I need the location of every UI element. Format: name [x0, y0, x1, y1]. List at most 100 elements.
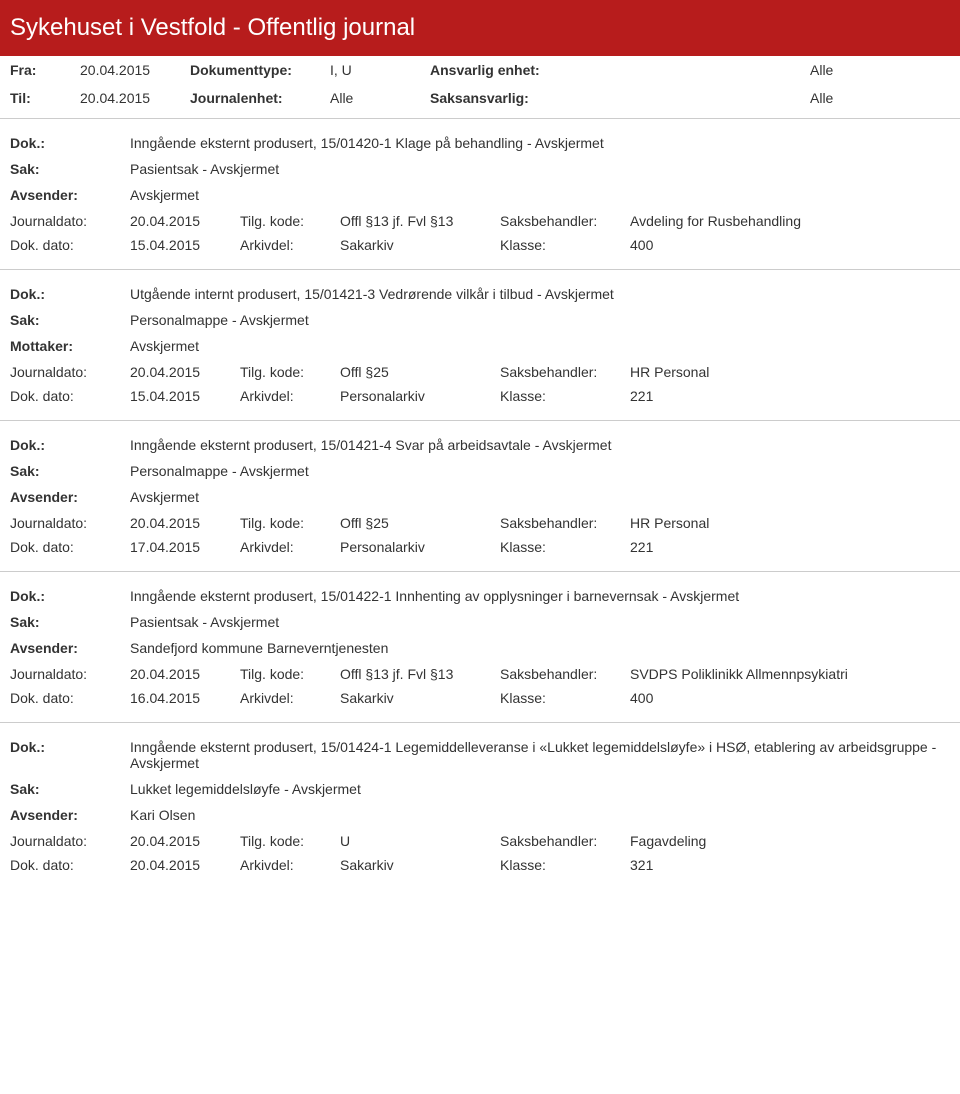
sak-line: Sak:Personalmappe - Avskjermet: [10, 312, 950, 328]
tilgkode-value: Offl §25: [340, 364, 500, 380]
saksbehandler-label: Saksbehandler:: [500, 833, 630, 849]
arkivdel-label: Arkivdel:: [240, 857, 340, 873]
saksansvarlig-label: Saksansvarlig:: [430, 90, 810, 106]
arkivdel-value: Personalarkiv: [340, 388, 500, 404]
party-value: Avskjermet: [130, 338, 950, 354]
klasse-value: 321: [630, 857, 950, 873]
klasse-value: 400: [630, 237, 950, 253]
klasse-label: Klasse:: [500, 237, 630, 253]
ansv-enhet-value: Alle: [810, 62, 950, 78]
saksbehandler-value: SVDPS Poliklinikk Allmennpsykiatri: [630, 666, 950, 682]
tilgkode-label: Tilg. kode:: [240, 666, 340, 682]
party-value: Kari Olsen: [130, 807, 950, 823]
dok-value: Inngående eksternt produsert, 15/01424-1…: [130, 739, 950, 771]
klasse-label: Klasse:: [500, 690, 630, 706]
dokdato-value: 17.04.2015: [130, 539, 240, 555]
sak-label: Sak:: [10, 161, 130, 177]
party-line: Avsender:Avskjermet: [10, 489, 950, 505]
dokdato-label: Dok. dato:: [10, 388, 130, 404]
tilgkode-value: Offl §25: [340, 515, 500, 531]
dok-value: Utgående internt produsert, 15/01421-3 V…: [130, 286, 950, 302]
klasse-value: 221: [630, 388, 950, 404]
dok-line: Dok.:Inngående eksternt produsert, 15/01…: [10, 437, 950, 453]
tilgkode-value: Offl §13 jf. Fvl §13: [340, 213, 500, 229]
saksbehandler-value: HR Personal: [630, 515, 950, 531]
sak-line: Sak:Pasientsak - Avskjermet: [10, 614, 950, 630]
page-header: Sykehuset i Vestfold - Offentlig journal: [0, 0, 960, 56]
meta-row-2: Dok. dato:15.04.2015Arkivdel:Personalark…: [10, 388, 950, 404]
saksbehandler-label: Saksbehandler:: [500, 515, 630, 531]
journaldato-label: Journaldato:: [10, 515, 130, 531]
dokdato-value: 15.04.2015: [130, 388, 240, 404]
doktype-value: I, U: [330, 62, 430, 78]
saksbehandler-value: Avdeling for Rusbehandling: [630, 213, 950, 229]
dok-line: Dok.:Inngående eksternt produsert, 15/01…: [10, 739, 950, 771]
ansv-enhet-label: Ansvarlig enhet:: [430, 62, 810, 78]
arkivdel-label: Arkivdel:: [240, 388, 340, 404]
journaldato-value: 20.04.2015: [130, 666, 240, 682]
saksbehandler-label: Saksbehandler:: [500, 364, 630, 380]
journaldato-value: 20.04.2015: [130, 833, 240, 849]
til-label: Til:: [10, 90, 80, 106]
dokdato-label: Dok. dato:: [10, 237, 130, 253]
arkivdel-value: Sakarkiv: [340, 857, 500, 873]
klasse-value: 221: [630, 539, 950, 555]
meta-row-2: Dok. dato:20.04.2015Arkivdel:SakarkivKla…: [10, 857, 950, 873]
doktype-label: Dokumenttype:: [190, 62, 330, 78]
dokdato-label: Dok. dato:: [10, 539, 130, 555]
dokdato-value: 16.04.2015: [130, 690, 240, 706]
meta-row-1: Journaldato:20.04.2015Tilg. kode:Offl §1…: [10, 213, 950, 229]
party-line: Avsender:Avskjermet: [10, 187, 950, 203]
sak-value: Personalmappe - Avskjermet: [130, 463, 950, 479]
fra-label: Fra:: [10, 62, 80, 78]
dok-value: Inngående eksternt produsert, 15/01421-4…: [130, 437, 950, 453]
party-label: Avsender:: [10, 187, 130, 203]
party-line: Mottaker:Avskjermet: [10, 338, 950, 354]
dok-label: Dok.:: [10, 588, 130, 604]
party-line: Avsender:Sandefjord kommune Barneverntje…: [10, 640, 950, 656]
tilgkode-label: Tilg. kode:: [240, 364, 340, 380]
dokdato-label: Dok. dato:: [10, 857, 130, 873]
sak-label: Sak:: [10, 781, 130, 797]
dok-label: Dok.:: [10, 739, 130, 771]
dok-label: Dok.:: [10, 437, 130, 453]
journaldato-label: Journaldato:: [10, 213, 130, 229]
dokdato-label: Dok. dato:: [10, 690, 130, 706]
party-label: Avsender:: [10, 807, 130, 823]
sak-label: Sak:: [10, 312, 130, 328]
journaldato-value: 20.04.2015: [130, 364, 240, 380]
sak-value: Personalmappe - Avskjermet: [130, 312, 950, 328]
filter-row-1: Fra: 20.04.2015 Dokumenttype: I, U Ansva…: [0, 56, 960, 84]
journaldato-value: 20.04.2015: [130, 515, 240, 531]
page-title: Sykehuset i Vestfold - Offentlig journal: [10, 14, 415, 41]
party-value: Avskjermet: [130, 187, 950, 203]
dokdato-value: 15.04.2015: [130, 237, 240, 253]
til-value: 20.04.2015: [80, 90, 190, 106]
sak-line: Sak:Lukket legemiddelsløyfe - Avskjermet: [10, 781, 950, 797]
meta-row-1: Journaldato:20.04.2015Tilg. kode:Offl §1…: [10, 666, 950, 682]
tilgkode-label: Tilg. kode:: [240, 833, 340, 849]
tilgkode-value: U: [340, 833, 500, 849]
party-label: Avsender:: [10, 489, 130, 505]
sak-line: Sak:Personalmappe - Avskjermet: [10, 463, 950, 479]
arkivdel-label: Arkivdel:: [240, 237, 340, 253]
journalenhet-value: Alle: [330, 90, 430, 106]
saksbehandler-value: Fagavdeling: [630, 833, 950, 849]
journaldato-label: Journaldato:: [10, 364, 130, 380]
dok-label: Dok.:: [10, 286, 130, 302]
sak-value: Pasientsak - Avskjermet: [130, 161, 950, 177]
tilgkode-label: Tilg. kode:: [240, 515, 340, 531]
journal-entry: Dok.:Inngående eksternt produsert, 15/01…: [0, 421, 960, 565]
meta-row-2: Dok. dato:17.04.2015Arkivdel:Personalark…: [10, 539, 950, 555]
klasse-value: 400: [630, 690, 950, 706]
fra-value: 20.04.2015: [80, 62, 190, 78]
arkivdel-value: Sakarkiv: [340, 690, 500, 706]
dok-line: Dok.:Utgående internt produsert, 15/0142…: [10, 286, 950, 302]
meta-row-2: Dok. dato:16.04.2015Arkivdel:SakarkivKla…: [10, 690, 950, 706]
tilgkode-value: Offl §13 jf. Fvl §13: [340, 666, 500, 682]
sak-value: Pasientsak - Avskjermet: [130, 614, 950, 630]
party-line: Avsender:Kari Olsen: [10, 807, 950, 823]
journaldato-value: 20.04.2015: [130, 213, 240, 229]
filter-row-2: Til: 20.04.2015 Journalenhet: Alle Saksa…: [0, 84, 960, 112]
dok-value: Inngående eksternt produsert, 15/01422-1…: [130, 588, 950, 604]
